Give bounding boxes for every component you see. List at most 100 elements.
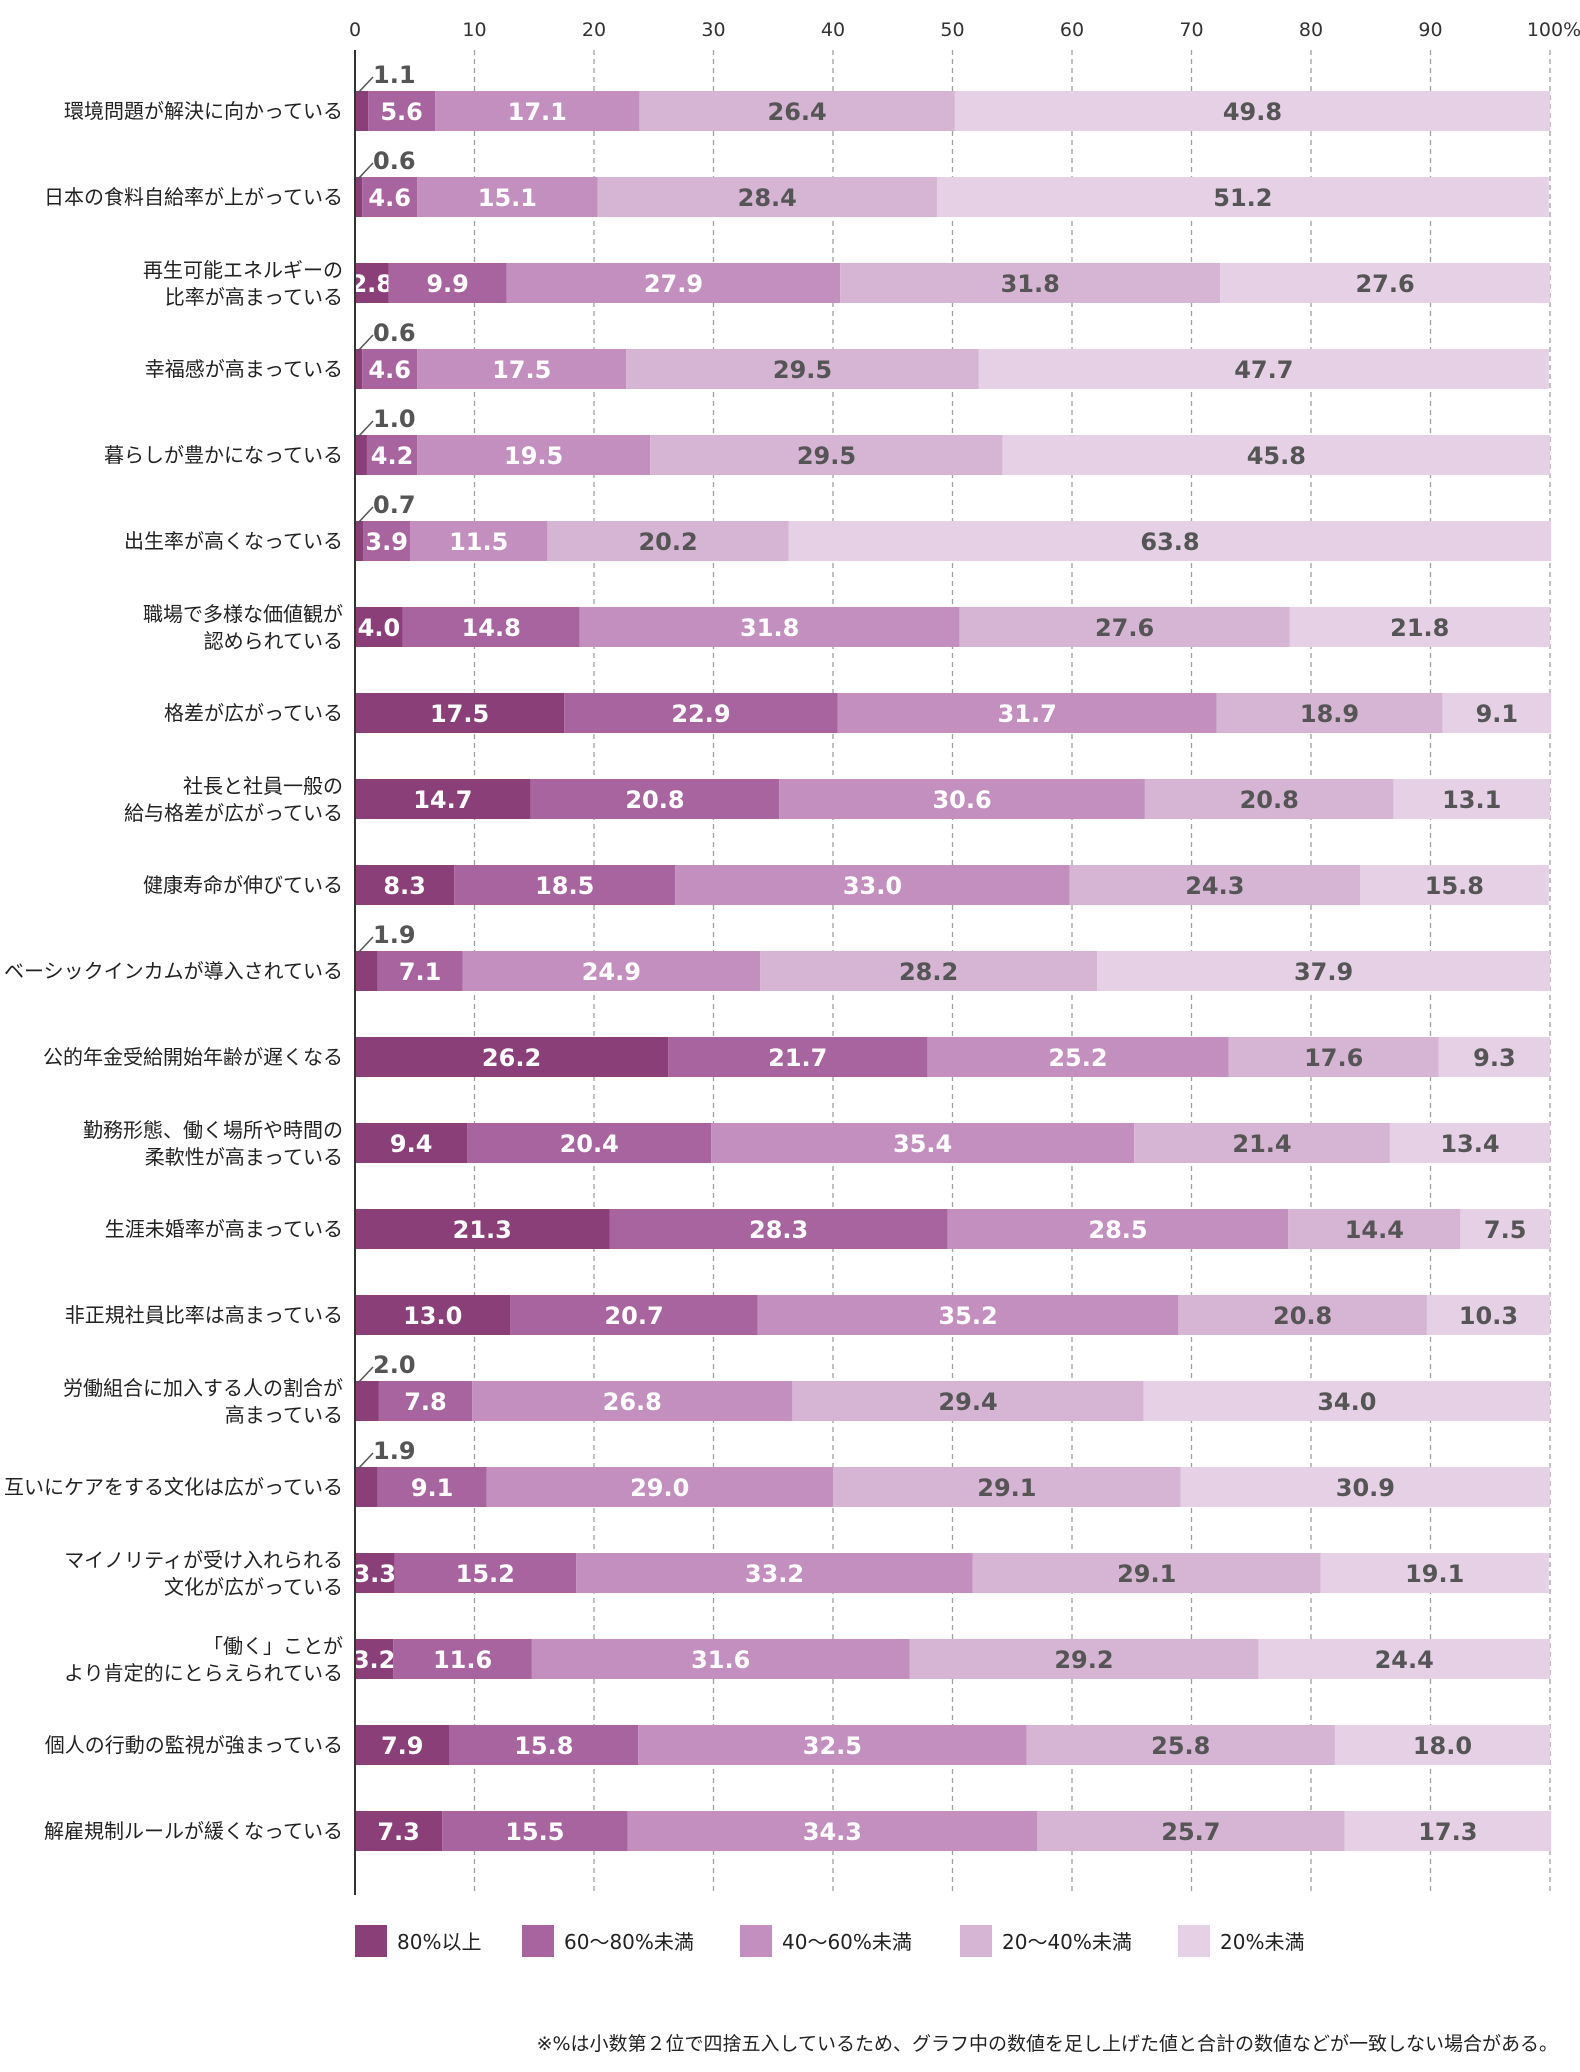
bar-segment: [1288, 1209, 1461, 1249]
bar-segment: [467, 1123, 712, 1163]
data-label: 17.1: [508, 98, 567, 126]
bar-segment: [355, 693, 565, 733]
bar-segment: [972, 1553, 1321, 1593]
bar-segment: [1442, 693, 1552, 733]
bar-segment: [1144, 779, 1394, 819]
bar-segment: [909, 1639, 1259, 1679]
legend-swatch: [1178, 1925, 1210, 1957]
bar-segment: [757, 1295, 1179, 1335]
data-label: 9.1: [1476, 700, 1519, 728]
data-label: 19.1: [1405, 1560, 1464, 1588]
data-label: 33.2: [745, 1560, 804, 1588]
data-label: 32.5: [803, 1732, 862, 1760]
bar-segment: [760, 951, 1098, 991]
x-tick-label: 60: [1060, 19, 1084, 41]
data-label: 29.0: [630, 1474, 689, 1502]
bar-segment: [363, 521, 410, 561]
bar-segment: [954, 91, 1550, 131]
bar-segment: [355, 177, 363, 217]
x-tick-label: 50: [940, 19, 964, 41]
x-tick-label: 10: [462, 19, 486, 41]
legend-label: 80%以上: [397, 1930, 481, 1954]
bar-segment: [978, 349, 1549, 389]
data-label: 27.6: [1095, 614, 1154, 642]
data-label: 34.0: [1317, 1388, 1376, 1416]
leader-line: [357, 162, 374, 180]
bar-segment: [627, 1811, 1038, 1851]
data-label: 25.7: [1161, 1818, 1220, 1846]
data-label: 45.8: [1247, 442, 1306, 470]
data-label: 24.9: [582, 958, 641, 986]
bar-segment: [417, 435, 651, 475]
bar-segment: [1134, 1123, 1390, 1163]
data-label: 4.6: [368, 184, 411, 212]
data-label: 7.3: [377, 1818, 420, 1846]
bar-segment: [1178, 1295, 1427, 1335]
bar-segment: [579, 607, 960, 647]
data-label: 20.2: [638, 528, 697, 556]
data-label: 4.2: [371, 442, 414, 470]
data-label: 34.3: [803, 1818, 862, 1846]
bar-segment: [1344, 1811, 1552, 1851]
legend-label: 60〜80%未満: [564, 1930, 694, 1954]
data-label: 4.6: [368, 356, 411, 384]
legend-label: 20〜40%未満: [1002, 1930, 1132, 1954]
bar-segment: [402, 607, 580, 647]
bar-segment: [792, 1381, 1144, 1421]
leader-line: [357, 1366, 374, 1384]
bar-segment: [711, 1123, 1135, 1163]
bar-segment: [530, 779, 780, 819]
bar-segment: [638, 1725, 1027, 1765]
bar-segment: [472, 1381, 793, 1421]
category-label: 出生率が高くなっている: [124, 529, 343, 553]
data-label: 27.6: [1355, 270, 1414, 298]
bar-segment: [355, 1639, 394, 1679]
data-label: 20.7: [604, 1302, 663, 1330]
data-label: 1.9: [373, 1437, 416, 1465]
data-label: 5.6: [380, 98, 423, 126]
data-label: 19.5: [504, 442, 563, 470]
bar-segment: [936, 177, 1549, 217]
bar-segment: [355, 1123, 468, 1163]
category-label: 労働組合に加入する人の割合が高まっている: [63, 1376, 343, 1427]
data-label: 17.5: [430, 700, 489, 728]
bar-segment: [366, 435, 418, 475]
data-label: 13.1: [1442, 786, 1501, 814]
data-label: 9.9: [426, 270, 469, 298]
data-label: 29.1: [1117, 1560, 1176, 1588]
bar-segment: [449, 1725, 639, 1765]
bar-segment: [355, 865, 455, 905]
bar-segment: [1334, 1725, 1550, 1765]
x-tick-label: 0: [349, 19, 361, 41]
data-label: 13.0: [403, 1302, 462, 1330]
bar-segment: [1220, 263, 1550, 303]
bar-segment: [378, 1381, 473, 1421]
bar-segment: [576, 1553, 973, 1593]
x-tick-label: 100%: [1527, 19, 1580, 41]
category-label: 非正規社員比率は高まっている: [65, 1303, 343, 1327]
data-label: 20.4: [560, 1130, 619, 1158]
bar-segment: [355, 607, 403, 647]
bar-segment: [833, 1467, 1181, 1507]
bar-segment: [1228, 1037, 1439, 1077]
leader-line: [357, 76, 374, 94]
data-label: 11.5: [449, 528, 508, 556]
bar-segment: [1069, 865, 1360, 905]
bar-segment: [355, 91, 369, 131]
category-label: 個人の行動の監視が強まっている: [45, 1733, 343, 1757]
data-label: 33.0: [843, 872, 902, 900]
bar-segment: [1026, 1725, 1335, 1765]
bar-segment: [362, 177, 418, 217]
x-tick-label: 80: [1299, 19, 1323, 41]
bar-segment: [355, 1725, 450, 1765]
bar-segment: [668, 1037, 928, 1077]
data-label: 2.0: [373, 1351, 416, 1379]
data-label: 18.9: [1300, 700, 1359, 728]
data-label: 22.9: [671, 700, 730, 728]
data-label: 14.8: [462, 614, 521, 642]
data-label: 24.4: [1375, 1646, 1434, 1674]
bar-segment: [355, 1553, 395, 1593]
bar-segment: [417, 349, 627, 389]
category-label: 暮らしが豊かになっている: [104, 443, 343, 467]
bar-segment: [597, 177, 937, 217]
